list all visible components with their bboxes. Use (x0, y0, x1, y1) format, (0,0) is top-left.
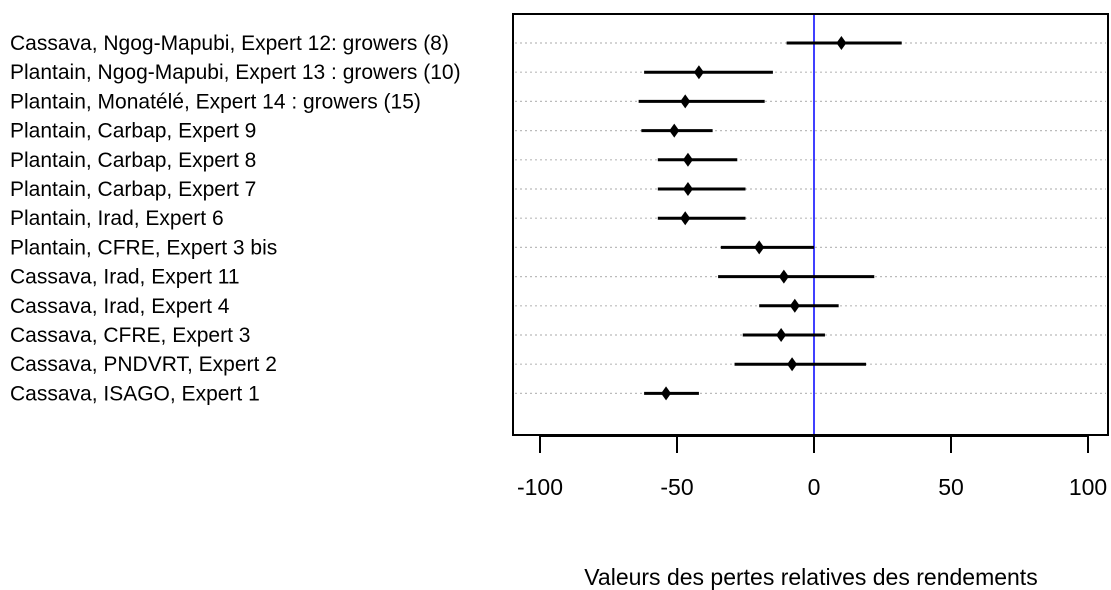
point-estimate (787, 357, 798, 372)
point-estimate (661, 386, 672, 401)
interval-layer (638, 41, 902, 395)
row-label: Plantain, Carbap, Expert 7 (10, 178, 256, 201)
row-label: Cassava, Irad, Expert 11 (10, 266, 240, 289)
x-tick-label: 100 (1069, 474, 1107, 500)
row-label: Cassava, Irad, Expert 4 (10, 295, 230, 318)
point-estimate (682, 182, 693, 196)
point-estimate (680, 211, 691, 226)
row-label: Cassava, PNDVRT, Expert 2 (10, 353, 277, 376)
row-label: Plantain, Monatélé, Expert 14 : growers … (10, 90, 421, 113)
point-estimate (754, 240, 765, 255)
point-layer (661, 36, 847, 401)
point-estimate (682, 152, 693, 167)
point-estimate (836, 36, 847, 50)
plot-frame (512, 13, 1109, 436)
point-estimate (693, 65, 704, 80)
x-axis: -100 -50 0 50 100 (517, 435, 1107, 500)
x-tick-label: 50 (938, 474, 964, 500)
point-estimate (669, 123, 680, 138)
row-label: Plantain, Irad, Expert 6 (10, 207, 224, 230)
row-label: Cassava, Ngog-Mapubi, Expert 12: growers… (10, 32, 449, 55)
point-estimate (789, 298, 800, 313)
row-labels: Cassava, Ngog-Mapubi, Expert 12: growers… (10, 32, 461, 405)
point-estimate (680, 94, 691, 109)
x-tick-label: 0 (808, 474, 821, 500)
row-label: Plantain, CFRE, Expert 3 bis (10, 236, 277, 259)
x-axis-title: Valeurs des pertes relatives des rendeme… (584, 564, 1037, 590)
x-tick-label: -50 (660, 474, 693, 500)
row-label: Cassava, ISAGO, Expert 1 (10, 382, 260, 405)
row-label: Plantain, Carbap, Expert 8 (10, 149, 256, 172)
point-estimate (776, 328, 787, 342)
x-tick-label: -100 (517, 474, 563, 500)
row-label: Plantain, Carbap, Expert 9 (10, 120, 256, 143)
row-label: Plantain, Ngog-Mapubi, Expert 13 : growe… (10, 61, 461, 84)
point-estimate (778, 269, 789, 284)
grid-lines (515, 42, 1106, 394)
row-label: Cassava, CFRE, Expert 3 (10, 324, 250, 347)
